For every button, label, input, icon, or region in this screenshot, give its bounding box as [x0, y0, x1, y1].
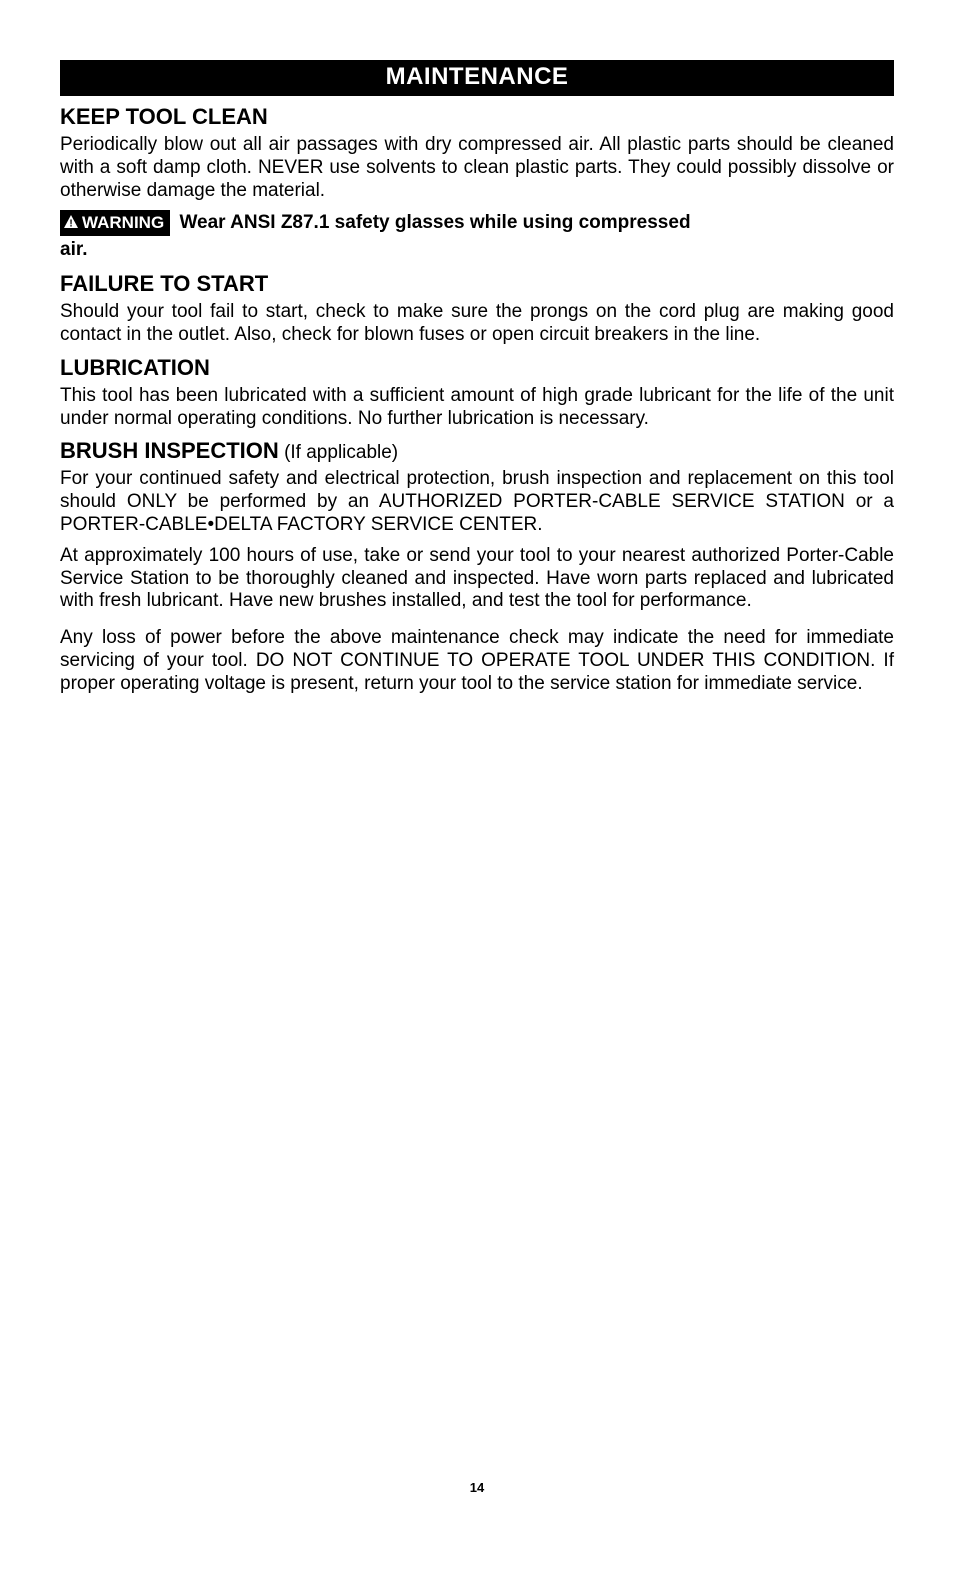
brush-inspection-body-3: Any loss of power before the above maint…: [60, 627, 894, 695]
lubrication-title: LUBRICATION: [60, 355, 894, 381]
svg-text:!: !: [69, 219, 72, 229]
brush-inspection-body-1: For your continued safety and electrical…: [60, 468, 894, 536]
banner-title: MAINTENANCE: [386, 63, 569, 90]
warning-label: WARNING: [82, 212, 164, 234]
brush-inspection-note: (If applicable): [279, 442, 398, 463]
lubrication-body: This tool has been lubricated with a suf…: [60, 385, 894, 431]
warning-badge: ! WARNING: [60, 210, 170, 236]
warning-text-2: air.: [60, 238, 894, 263]
keep-tool-clean-body: Periodically blow out all air passages w…: [60, 134, 894, 202]
brush-inspection-body-2: At approximately 100 hours of use, take …: [60, 545, 894, 613]
warning-text-1: Wear ANSI Z87.1 safety glasses while usi…: [174, 212, 690, 233]
failure-to-start-title: FAILURE TO START: [60, 271, 894, 297]
brush-inspection-title-text: BRUSH INSPECTION: [60, 438, 279, 463]
page-number: 14: [60, 1480, 894, 1495]
keep-tool-clean-title: KEEP TOOL CLEAN: [60, 104, 894, 130]
page: MAINTENANCE KEEP TOOL CLEAN Periodically…: [60, 60, 894, 1535]
maintenance-banner: MAINTENANCE: [60, 60, 894, 96]
brush-inspection-title: BRUSH INSPECTION (If applicable): [60, 438, 894, 464]
warning-line: ! WARNING Wear ANSI Z87.1 safety glasses…: [60, 210, 894, 236]
failure-to-start-body: Should your tool fail to start, check to…: [60, 301, 894, 347]
warning-triangle-icon: !: [64, 212, 78, 234]
